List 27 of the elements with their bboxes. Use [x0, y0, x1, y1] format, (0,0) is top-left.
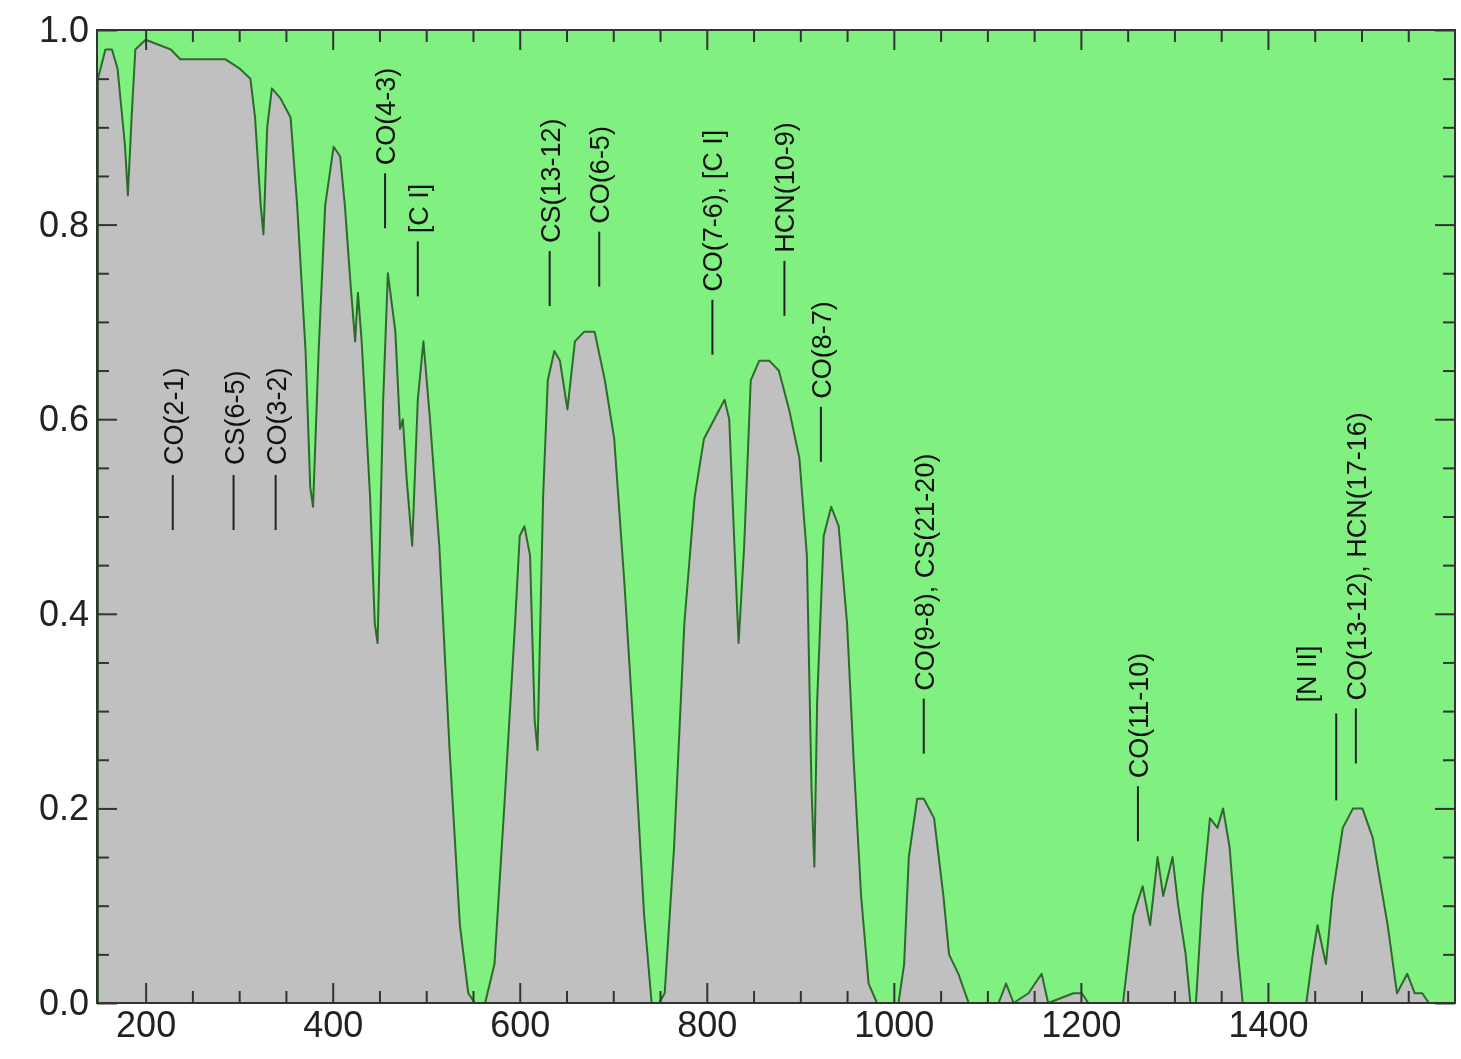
ref-line-label: CO(3-2)	[261, 367, 292, 465]
ref-line-label: CO(13-12), HCN(17-16)	[1341, 412, 1372, 701]
y-tick-label: 0.6	[38, 398, 89, 440]
y-tick-label: 0.0	[38, 982, 89, 1024]
ref-line-label: HCN(10-9)	[770, 122, 801, 253]
ref-line-label: CO(7-6), [C I]	[698, 129, 729, 292]
y-tick-label: 1.0	[38, 9, 89, 51]
ref-line-label: CO(6-5)	[585, 126, 616, 224]
ref-line-label: CS(6-5)	[219, 370, 250, 465]
x-tick-label: 600	[490, 1003, 551, 1045]
x-tick-label: 1200	[1041, 1003, 1122, 1045]
ref-line-label: CO(9-8), CS(21-20)	[909, 453, 940, 691]
ref-line-label: CO(11-10)	[1123, 652, 1154, 779]
y-tick-label: 0.2	[38, 787, 89, 829]
y-tick-label: 0.4	[38, 592, 89, 634]
ref-line-label: CO(2-1)	[158, 367, 189, 465]
x-tick-label: 200	[116, 1003, 177, 1045]
x-tick-label: 1400	[1228, 1003, 1309, 1045]
x-tick-label: 1000	[854, 1003, 935, 1045]
x-tick-label: 400	[303, 1003, 364, 1045]
ref-line-label: CS(13-12)	[535, 118, 566, 244]
ref-line-label: [N II]	[1292, 645, 1323, 703]
y-tick-label: 0.8	[38, 203, 89, 245]
ref-line-label: CO(4-3)	[371, 67, 402, 166]
x-tick-label: 800	[677, 1003, 738, 1045]
ref-line-label: [C I]	[403, 183, 434, 234]
ref-line-label: CO(8-7)	[806, 301, 837, 399]
